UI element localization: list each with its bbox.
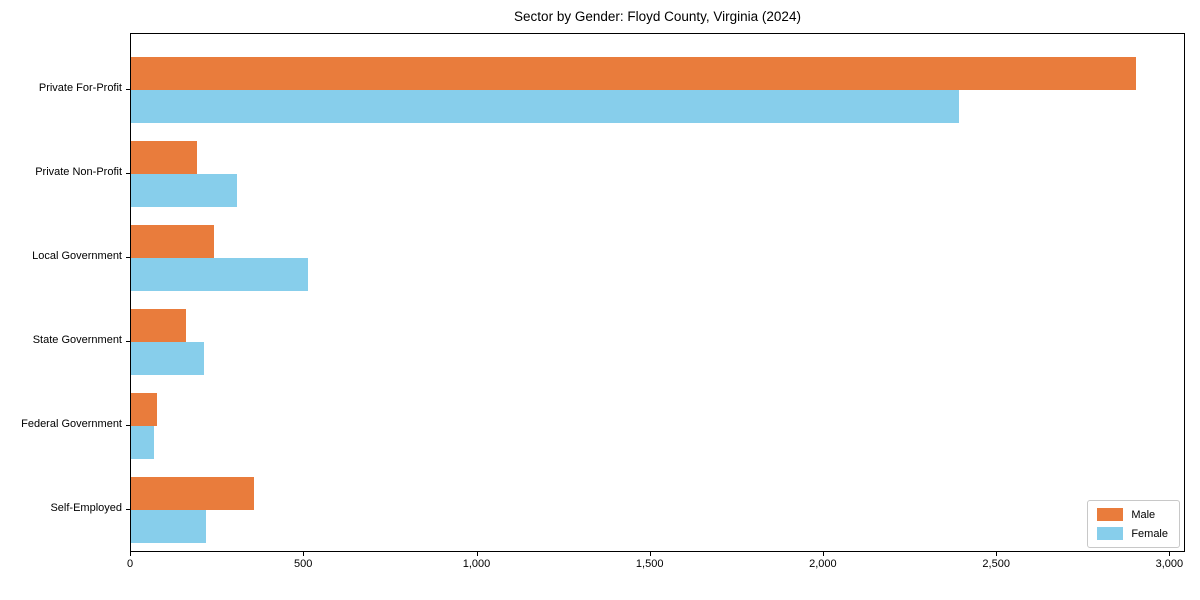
- y-tick-mark: [126, 257, 130, 258]
- x-tick-label: 3,000: [1155, 558, 1184, 570]
- legend-label-female: Female: [1131, 527, 1168, 540]
- y-tick-mark: [126, 341, 130, 342]
- x-tick-mark: [130, 552, 131, 556]
- bar-male-3: [131, 309, 187, 342]
- x-tick-mark: [1169, 552, 1171, 556]
- y-tick-label: Federal Government: [21, 418, 122, 430]
- y-tick-mark: [126, 89, 130, 90]
- bar-male-4: [131, 393, 157, 426]
- bar-male-1: [131, 141, 197, 174]
- x-tick-mark: [476, 552, 478, 556]
- plot-area: Male Female: [130, 33, 1185, 552]
- bar-female-0: [131, 90, 960, 123]
- x-tick-label: 2,000: [809, 558, 837, 570]
- x-tick-mark: [822, 552, 824, 556]
- x-tick-label: 2,500: [982, 558, 1010, 570]
- x-tick-label: 1,000: [462, 558, 491, 570]
- bar-male-5: [131, 477, 254, 510]
- legend-swatch-male: [1097, 508, 1124, 521]
- bar-female-1: [131, 174, 237, 207]
- legend-entry-female: Female: [1097, 527, 1168, 540]
- bar-female-2: [131, 258, 308, 291]
- x-tick-mark: [303, 552, 305, 556]
- legend-label-male: Male: [1131, 508, 1156, 521]
- bar-female-5: [131, 510, 206, 543]
- x-tick-label: 0: [126, 558, 134, 570]
- y-tick-mark: [126, 425, 130, 426]
- legend: Male Female: [1087, 500, 1180, 548]
- legend-entry-male: Male: [1097, 508, 1168, 521]
- y-tick-mark: [126, 173, 130, 174]
- bar-male-2: [131, 225, 215, 258]
- y-tick-label: Private Non-Profit: [35, 166, 122, 178]
- y-tick-label: Self-Employed: [50, 502, 122, 514]
- bar-male-0: [131, 57, 1136, 90]
- x-tick-mark: [996, 552, 998, 556]
- x-tick-label: 1,500: [635, 558, 664, 570]
- bar-female-4: [131, 426, 154, 459]
- y-tick-label: Local Government: [32, 250, 122, 262]
- chart-title: Sector by Gender: Floyd County, Virginia…: [514, 9, 801, 24]
- y-tick-label: State Government: [32, 334, 122, 346]
- x-tick-mark: [649, 552, 651, 556]
- legend-swatch-female: [1097, 527, 1124, 540]
- bar-female-3: [131, 342, 204, 375]
- y-tick-mark: [126, 509, 130, 510]
- y-tick-label: Private For-Profit: [38, 82, 122, 94]
- x-tick-label: 500: [294, 558, 313, 570]
